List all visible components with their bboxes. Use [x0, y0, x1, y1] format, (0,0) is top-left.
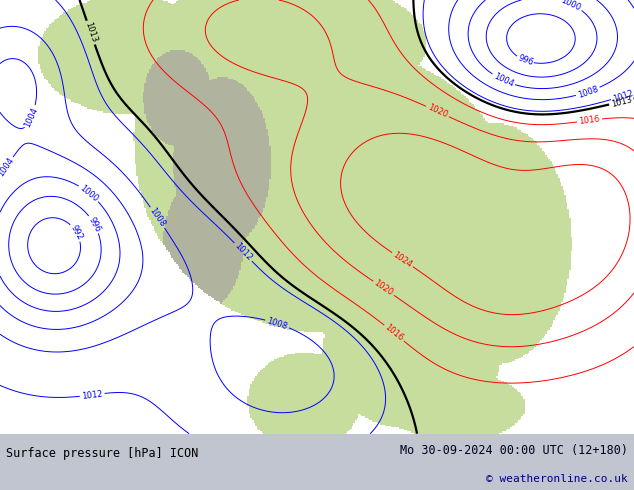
Text: 1012: 1012 — [81, 389, 103, 401]
Text: 1016: 1016 — [383, 323, 405, 343]
Text: 1020: 1020 — [372, 279, 395, 298]
Text: 1008: 1008 — [266, 316, 289, 331]
Text: 1013: 1013 — [83, 21, 98, 44]
Text: 1000: 1000 — [78, 183, 100, 203]
Text: 1012: 1012 — [611, 88, 634, 103]
Text: Mo 30-09-2024 00:00 UTC (12+180): Mo 30-09-2024 00:00 UTC (12+180) — [399, 444, 628, 457]
Text: 1012: 1012 — [233, 242, 254, 263]
Text: 1008: 1008 — [576, 84, 599, 99]
Text: 1004: 1004 — [23, 105, 40, 128]
Text: 992: 992 — [68, 223, 84, 242]
Text: 1016: 1016 — [578, 115, 600, 126]
Text: Surface pressure [hPa] ICON: Surface pressure [hPa] ICON — [6, 447, 198, 460]
Text: 996: 996 — [86, 215, 102, 233]
Text: 1000: 1000 — [559, 0, 582, 13]
Text: 1024: 1024 — [391, 250, 413, 269]
Text: © weatheronline.co.uk: © weatheronline.co.uk — [486, 474, 628, 484]
Text: 1004: 1004 — [492, 72, 515, 89]
Text: 996: 996 — [517, 54, 535, 68]
Text: 1020: 1020 — [426, 103, 449, 120]
Text: 1008: 1008 — [148, 206, 167, 229]
Text: 1013: 1013 — [610, 95, 633, 108]
Text: 1004: 1004 — [0, 156, 15, 178]
